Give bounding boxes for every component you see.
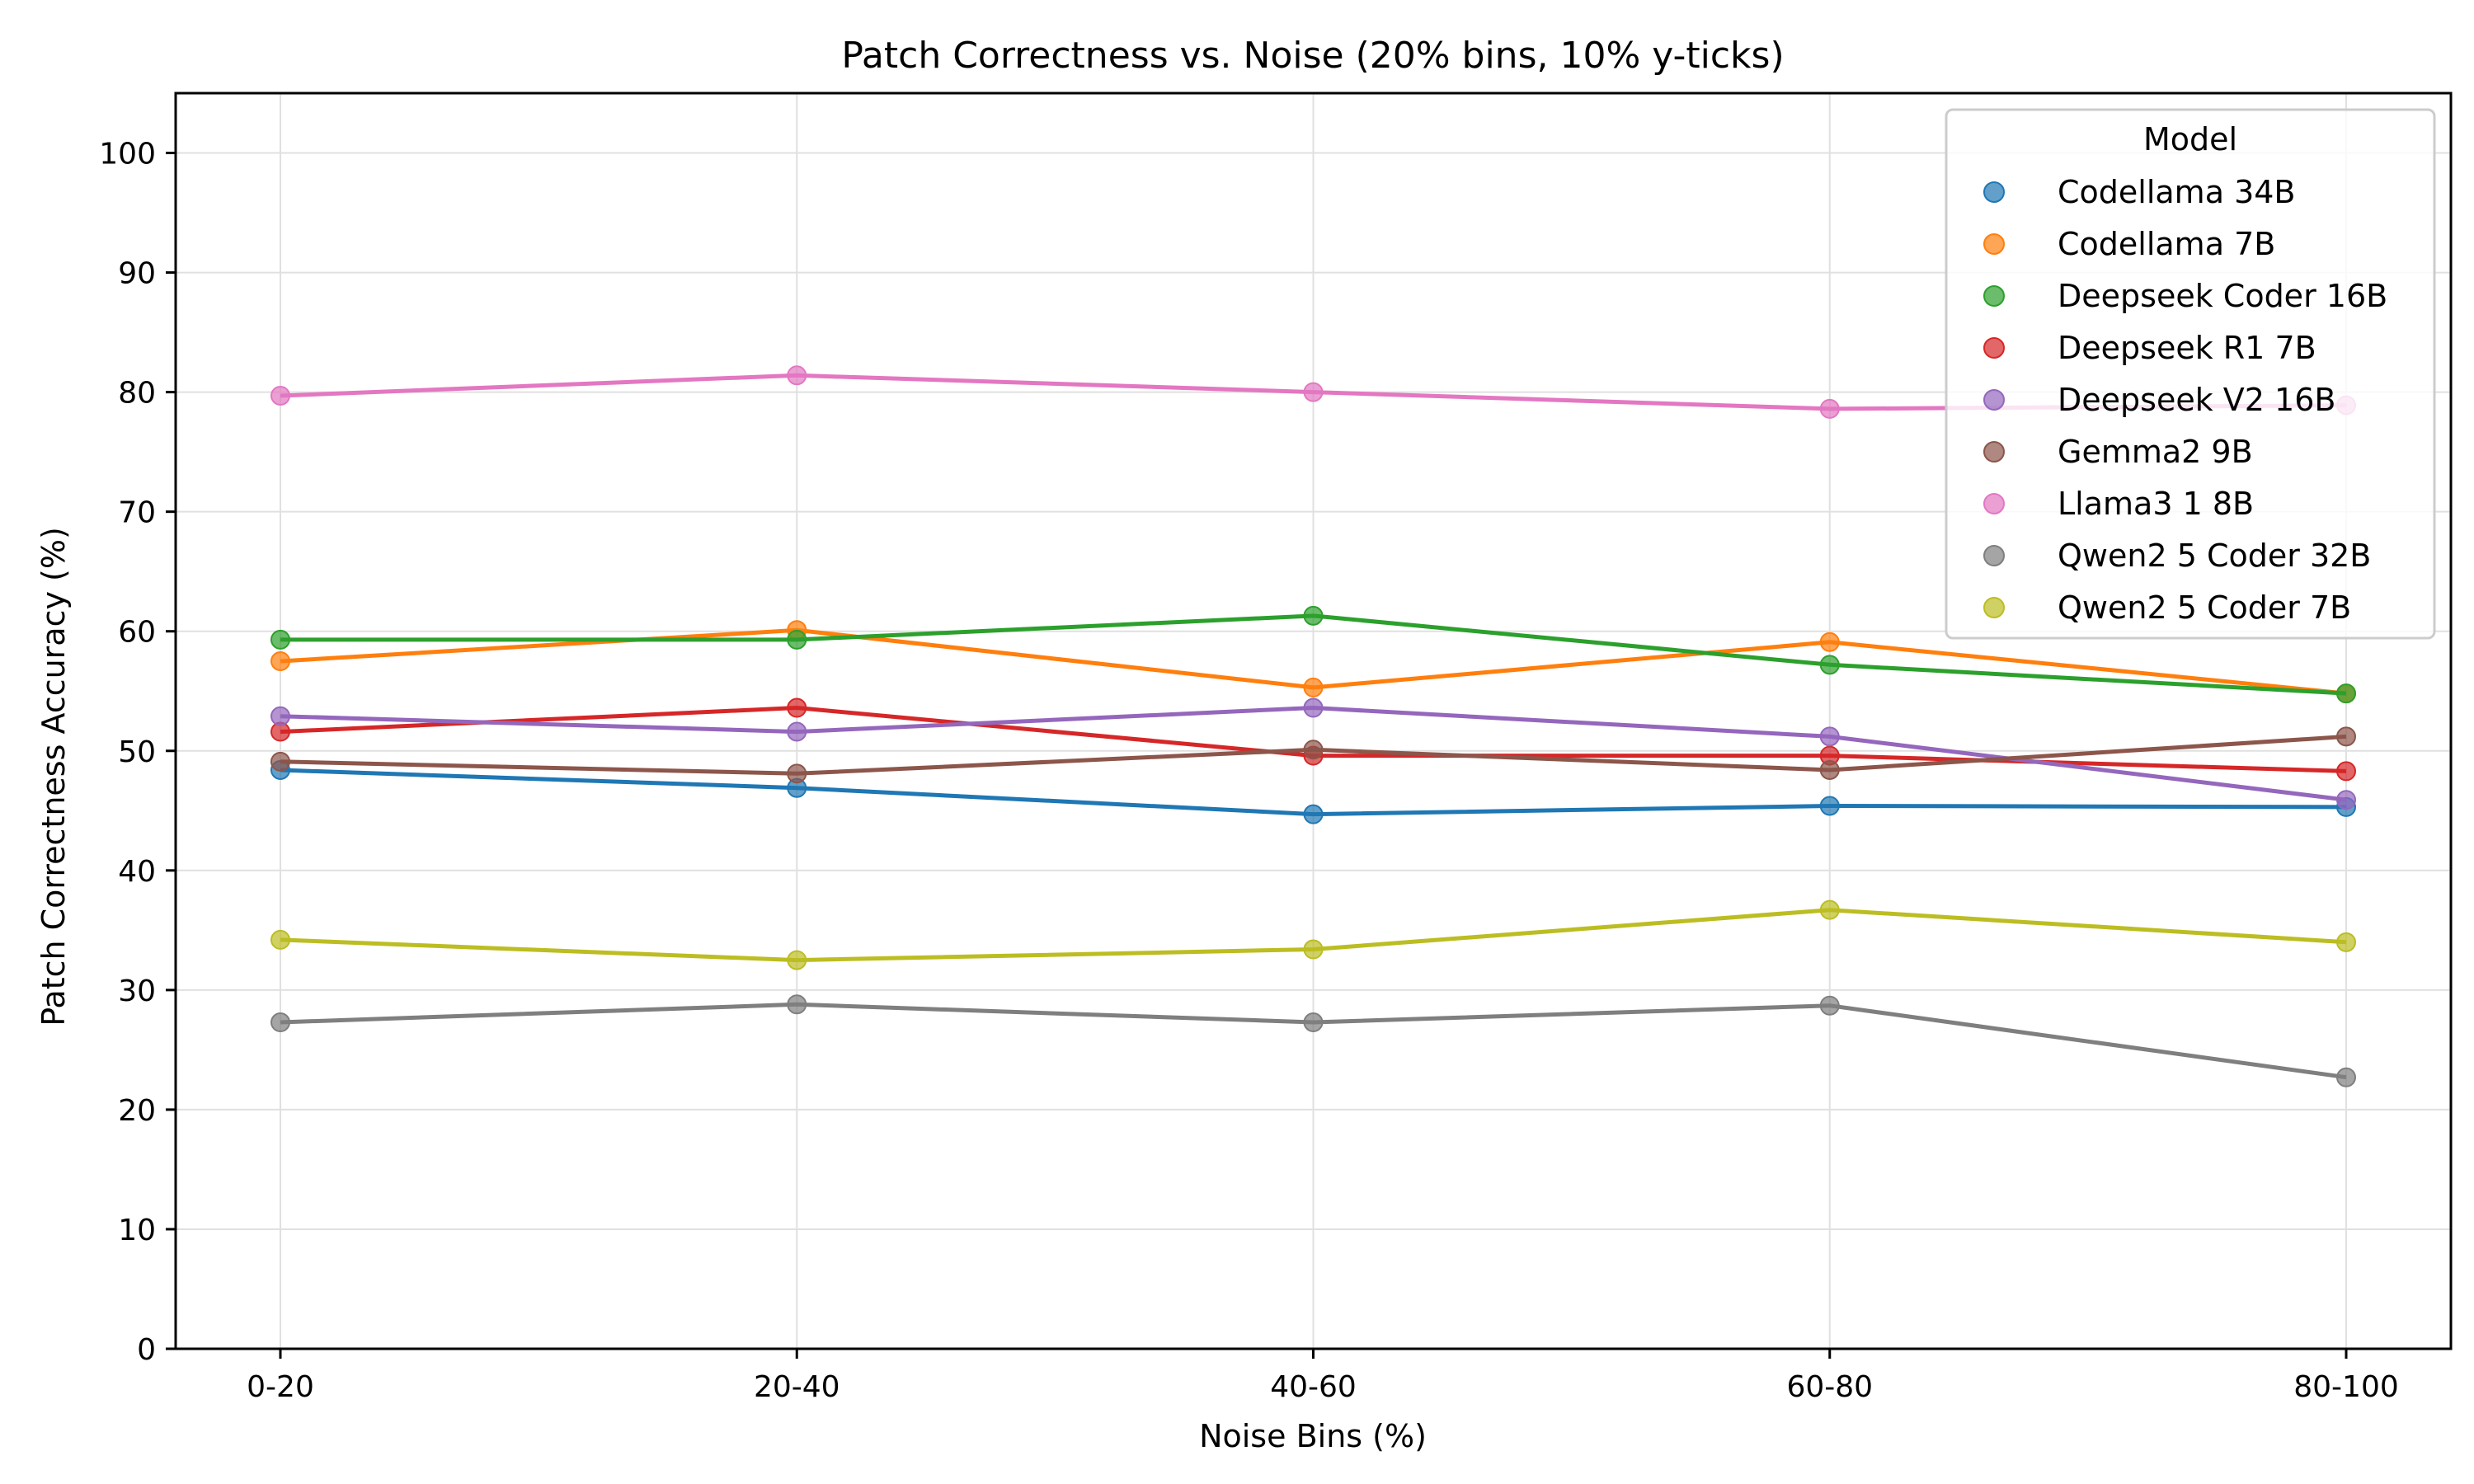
series-qwen2-5-coder-7b [270,899,2356,970]
y-tick-label: 70 [118,496,156,530]
data-point [270,929,290,950]
x-tick-label: 0-20 [247,1370,314,1404]
data-point [2336,761,2356,782]
data-point [1819,655,1840,675]
data-point [1819,899,1840,920]
data-point [270,629,290,650]
data-point [1819,796,1840,816]
y-tick-label: 90 [118,257,156,291]
data-point [270,650,290,671]
y-tick-label: 60 [118,616,156,650]
data-point [787,950,807,970]
y-tick-label: 80 [118,377,156,411]
y-tick-label: 20 [118,1094,156,1128]
x-axis-label: Noise Bins (%) [1199,1418,1427,1454]
series-qwen2-5-coder-32b [270,994,2356,1087]
legend-marker [1983,337,2005,359]
data-point [1303,740,1324,760]
legend-entry: Deepseek R1 7B [2058,330,2316,366]
data-point [270,751,290,772]
data-point [1819,632,1840,652]
y-axis-ticks: 0 10 20 30 40 50 60 70 80 90 100 [99,138,176,1367]
y-tick-label: 0 [137,1333,156,1367]
legend-marker [1983,285,2005,307]
y-tick-label: 40 [118,855,156,889]
series-gemma2-9b [270,726,2356,784]
data-point [1303,382,1324,402]
legend-entry: Codellama 34B [2058,174,2296,210]
y-tick-label: 30 [118,974,156,1008]
x-tick-label: 60-80 [1786,1370,1873,1404]
legend-marker [1983,441,2005,463]
data-point [270,385,290,406]
legend-marker [1983,233,2005,255]
legend-entry: Codellama 7B [2058,226,2275,262]
data-point [1303,804,1324,824]
legend-marker [1983,597,2005,618]
legend-marker [1983,389,2005,411]
x-tick-label: 20-40 [754,1370,840,1404]
data-point [787,697,807,718]
legend-entry: Llama3 1 8B [2058,486,2254,522]
legend-entry: Gemma2 9B [2058,434,2253,470]
data-point [1303,697,1324,718]
chart-title: Patch Correctness vs. Noise (20% bins, 1… [841,35,1784,77]
legend-box [1945,108,2436,640]
data-point [787,629,807,650]
data-point [1303,1012,1324,1033]
x-tick-label: 40-60 [1270,1370,1357,1404]
y-axis-label: Patch Correctness Accuracy (%) [35,527,72,1026]
data-point [270,706,290,726]
data-point [1819,759,1840,780]
y-tick-label: 50 [118,735,156,769]
data-point [270,1012,290,1033]
data-point [2336,683,2356,704]
series-deepseek-coder-16b [270,605,2356,704]
legend-entry: Deepseek Coder 16B [2058,278,2387,314]
data-point [787,721,807,742]
data-point [2336,932,2356,952]
legend-entry: Deepseek V2 16B [2058,382,2335,418]
legend-title: Model [2143,121,2237,157]
data-point [787,763,807,784]
data-point [1819,995,1840,1016]
data-series [270,365,2356,1087]
legend: Model Codellama 34B Codellama 7B Deepseek C… [1945,108,2436,640]
data-point [1819,726,1840,747]
data-point [2336,790,2356,810]
x-axis-ticks: 0-20 20-40 40-60 60-80 80-100 [247,1349,2399,1404]
data-point [1303,605,1324,626]
legend-marker [1983,181,2005,203]
legend-entry: Qwen2 5 Coder 32B [2058,538,2371,574]
legend-marker [1983,545,2005,566]
x-tick-label: 80-100 [2293,1370,2399,1404]
y-tick-label: 10 [118,1214,156,1247]
legend-entry: Qwen2 5 Coder 7B [2058,589,2351,626]
data-point [1303,677,1324,697]
data-point [1303,939,1324,960]
data-point [787,365,807,386]
y-tick-label: 100 [99,138,156,171]
legend-marker [1983,493,2005,514]
data-point [2336,726,2356,747]
data-point [2336,1067,2356,1087]
data-point [787,994,807,1015]
data-point [1819,398,1840,419]
